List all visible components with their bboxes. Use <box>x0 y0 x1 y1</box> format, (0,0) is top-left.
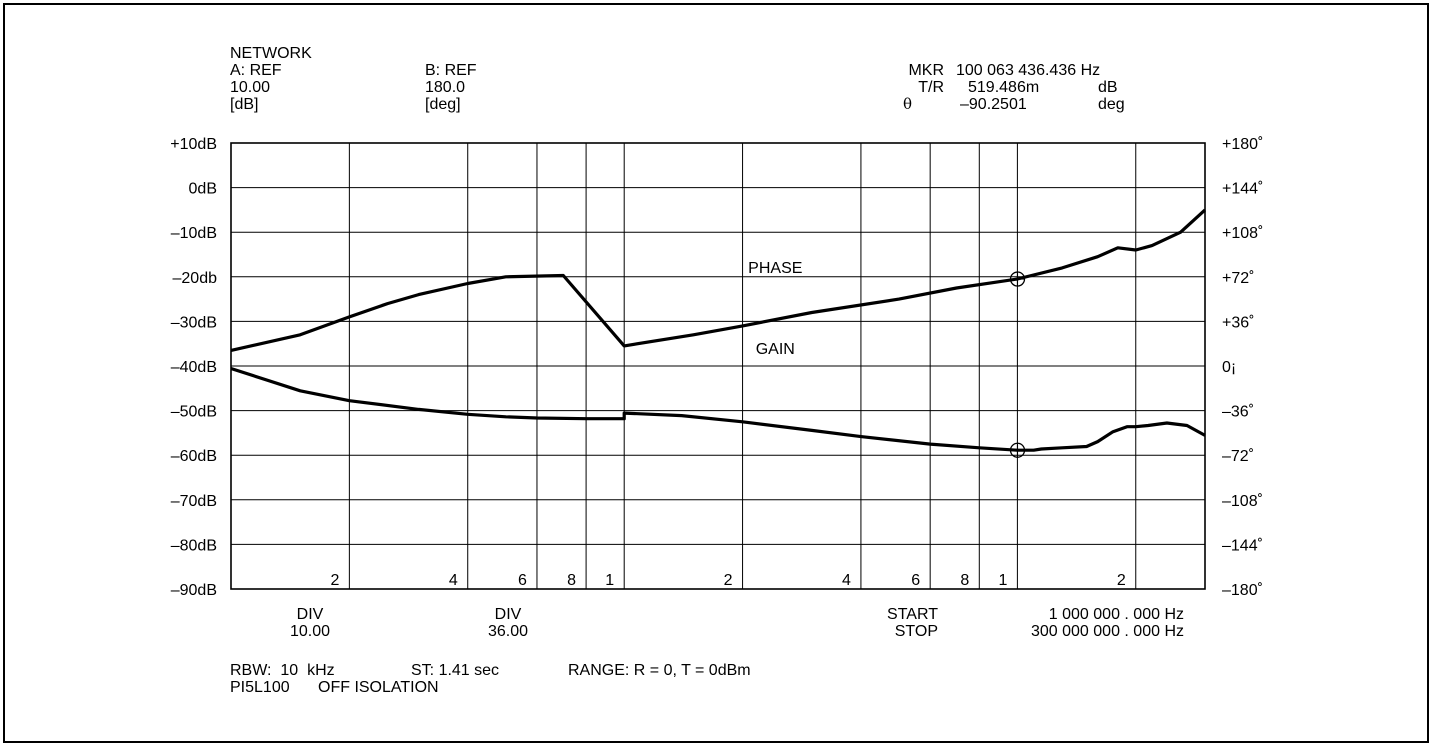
x-tick-label: 6 <box>518 572 527 589</box>
right-tick-label: +72˚ <box>1222 270 1254 287</box>
left-tick-label: –80dB <box>171 537 217 554</box>
tr-unit: dB <box>1098 79 1118 96</box>
right-tick-label: +108˚ <box>1222 225 1263 242</box>
x-tick-label: 8 <box>567 572 576 589</box>
x-tick-label: 4 <box>842 572 851 589</box>
x-tick-label: 2 <box>724 572 733 589</box>
series-gain-line <box>230 208 1207 352</box>
series-phase-line <box>230 366 1206 452</box>
x-tick-label: 1 <box>605 572 614 589</box>
right-tick-label: +36˚ <box>1222 314 1254 331</box>
right-tick-label: –144˚ <box>1222 537 1263 554</box>
x-tick-label: 4 <box>449 572 458 589</box>
right-tick-label: –180˚ <box>1222 582 1263 599</box>
left-tick-label: –70dB <box>171 493 217 510</box>
series-gain-label: GAIN <box>756 341 795 358</box>
right-tick-label: 0¡ <box>1222 359 1236 376</box>
marker <box>1009 271 1026 458</box>
theta-unit: deg <box>1098 96 1125 113</box>
series-lines: PHASE GAIN <box>230 208 1207 452</box>
measurement-mode: OFF ISOLATION <box>318 679 439 696</box>
x-tick-label: 2 <box>1117 572 1126 589</box>
right-tick-label: –72˚ <box>1222 448 1254 465</box>
tick-labels: +10dB +180˚ 0dB +144˚ –10dB +108˚ –20db +72˚ –30… <box>170 136 1263 599</box>
theta-value: –90.2501 <box>960 96 1027 113</box>
left-tick-label: –50dB <box>171 404 217 421</box>
channel-a-scale: 10.00 <box>230 79 271 96</box>
stop-label: STOP <box>894 623 938 640</box>
marker-frequency: 100 063 436.436 Hz <box>956 62 1101 79</box>
div-b-value: 36.00 <box>487 623 529 640</box>
left-tick-label: –10dB <box>171 225 217 242</box>
x-tick-label: 6 <box>911 572 920 589</box>
left-tick-label: –40dB <box>171 359 217 376</box>
right-tick-label: –36˚ <box>1222 404 1254 421</box>
left-tick-label: –90dB <box>171 582 217 599</box>
channel-a-unit: [dB] <box>230 96 259 113</box>
left-tick-label: –60dB <box>171 448 217 465</box>
channel-b-ref: B: REF <box>425 62 477 79</box>
div-a-label: DIV <box>296 606 324 623</box>
channel-a-ref: A: REF <box>230 62 282 79</box>
right-tick-label: +180˚ <box>1222 136 1263 153</box>
device-name: PI5L100 <box>230 679 290 696</box>
sweep-time: ST: 1.41 sec <box>411 662 500 679</box>
div-a-value: 10.00 <box>289 623 331 640</box>
left-tick-label: +10dB <box>170 136 217 153</box>
rbw-setting: RBW: 10 kHz <box>230 662 335 679</box>
start-frequency: 1 000 000 . 000 Hz <box>1048 606 1184 623</box>
start-label: START <box>887 606 938 623</box>
tr-value: 519.486m <box>968 79 1040 96</box>
left-tick-label: –20db <box>173 270 218 287</box>
range-setting: RANGE: R = 0, T = 0dBm <box>568 662 751 679</box>
grid <box>230 142 1206 590</box>
theta-label: θ <box>903 95 913 113</box>
x-tick-label: 1 <box>998 572 1007 589</box>
x-tick-label: 8 <box>960 572 969 589</box>
stop-frequency: 300 000 000 . 000 Hz <box>1030 623 1184 640</box>
network-title: NETWORK <box>230 45 312 62</box>
channel-b-scale: 180.0 <box>425 79 466 96</box>
left-tick-label: –30dB <box>171 314 217 331</box>
x-tick-label: 2 <box>330 572 339 589</box>
tr-label: T/R <box>918 79 944 96</box>
marker-label: MKR <box>908 62 944 79</box>
left-tick-label: 0dB <box>189 181 217 198</box>
channel-b-unit: [deg] <box>425 96 461 113</box>
right-tick-label: +144˚ <box>1222 181 1263 198</box>
right-tick-label: –108˚ <box>1222 493 1263 510</box>
series-phase-label: PHASE <box>748 260 802 277</box>
div-b-label: DIV <box>494 606 522 623</box>
